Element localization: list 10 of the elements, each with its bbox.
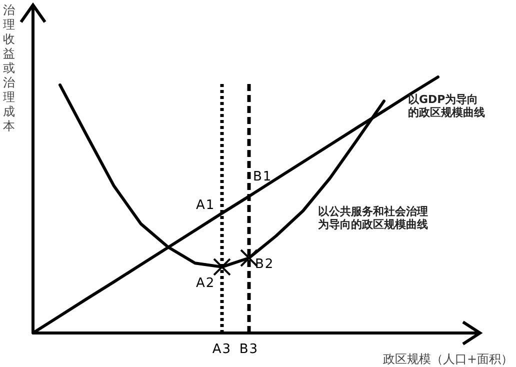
annotation: B1	[253, 169, 272, 184]
x-tick-label: B3	[239, 342, 259, 357]
x-tick-label: A3	[212, 342, 232, 357]
x-axis-title: 政区规模（人口+面积）	[382, 352, 513, 366]
annotation: A2	[196, 276, 216, 291]
text: 治理收益或治理成本	[3, 3, 15, 133]
series-label: 以公共服务和社会治理为导向的政区规模曲线	[318, 205, 428, 231]
series-label: 以GDP为导向的政区规模曲线	[408, 93, 485, 119]
annotation: A1	[196, 198, 216, 214]
annotation: B2	[255, 256, 274, 272]
